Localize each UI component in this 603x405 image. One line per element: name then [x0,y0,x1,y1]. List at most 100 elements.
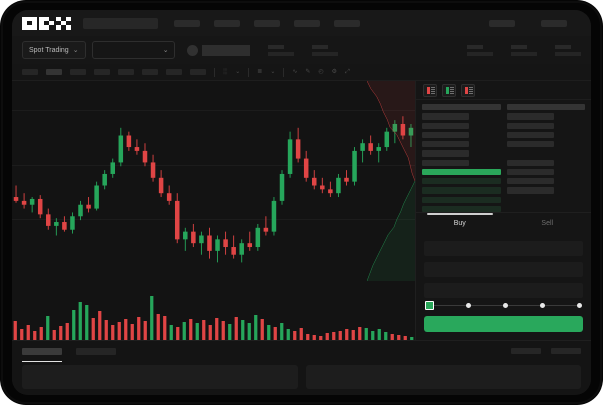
bottom-action-2[interactable] [551,348,581,354]
bottom-card-1[interactable] [22,365,298,389]
slider-stop-75[interactable] [540,302,545,308]
nav-item-4[interactable] [294,19,320,27]
market-mode-dropdown[interactable]: Spot Trading ⌄ [22,41,86,59]
orderbook-mode-buy[interactable] [442,83,456,97]
orderbook-rows[interactable] [416,100,591,212]
app-screen: Spot Trading ⌄ ⌄ [12,10,591,395]
chevron-down-icon[interactable]: ⌄ [235,69,241,75]
orderbook-row[interactable] [422,168,501,175]
interval-7[interactable] [166,69,182,75]
orderbook-row[interactable] [506,187,554,194]
orderbook-row[interactable] [507,150,586,156]
order-form [416,235,591,298]
stat-24h-change [267,44,294,56]
nav-item-3[interactable] [254,19,280,27]
bottom-card-2[interactable] [305,365,581,389]
stat-24h-volume [511,44,537,56]
indicators-icon[interactable]: ≣ [257,69,263,75]
pair-selector[interactable]: ⌄ [91,41,175,59]
volume-svg [13,296,414,340]
nav-right-actions [489,19,581,27]
orderbook-row[interactable] [507,197,586,203]
total-field[interactable] [424,283,583,298]
orderbook-row[interactable] [506,159,554,166]
chart-toolbar: ░ ⌄ ≣ ⌄ ∿ ✎ ◴ ⚙ ⤢ [12,64,591,81]
stat-24h-turnover [555,44,581,56]
amount-field[interactable] [424,262,583,277]
candles-svg [13,116,414,263]
interval-1[interactable] [22,69,38,75]
interval-4[interactable] [94,69,110,75]
toolbar-divider-3 [283,67,285,77]
orderbook-row[interactable] [506,113,554,120]
orderbook-row[interactable] [422,196,501,203]
orderbook-row[interactable] [506,141,554,148]
orderbook-row[interactable] [506,122,554,129]
chevron-down-icon: ⌄ [162,46,169,54]
candles-icon[interactable]: ░ [223,69,228,75]
orderbook-row[interactable] [422,150,470,157]
orderbook-row[interactable] [422,122,470,129]
orderbook-mode-both[interactable] [423,83,437,97]
toolbar-divider [214,67,215,77]
candlestick-chart[interactable] [12,81,415,290]
camera-icon[interactable]: ◴ [318,69,324,75]
stat-24h-high [311,44,338,56]
tab-open-orders[interactable] [22,347,62,362]
slider-stop-25[interactable] [466,302,471,308]
orderbook-row[interactable] [422,131,470,138]
settings-icon[interactable]: ⚙ [331,69,338,75]
orderbook-mode-sell[interactable] [461,83,475,97]
orderbook-row[interactable] [506,104,585,111]
chart-area [12,81,415,340]
last-price [201,44,250,56]
submit-buy-button[interactable] [424,316,583,332]
nav-item-2[interactable] [214,19,240,27]
okx-logo[interactable] [22,16,71,30]
tab-buy[interactable]: Buy [416,213,504,235]
orderbook-row[interactable] [506,168,554,175]
interval-8[interactable] [190,69,206,75]
orderbook-row[interactable] [422,113,470,120]
pencil-icon[interactable]: ✎ [305,69,311,75]
top-navigation-bar [12,10,591,36]
orderbook-row[interactable] [422,187,501,194]
interval-3[interactable] [70,69,86,75]
interval-6[interactable] [142,69,158,75]
nav-item-1[interactable] [174,19,200,27]
orders-tabs [12,341,591,362]
fullscreen-icon[interactable]: ⤢ [345,69,350,75]
search-input[interactable] [83,17,158,29]
buy-sell-tabs: Buy Sell [416,212,591,235]
amount-slider[interactable] [416,298,591,312]
tab-order-history[interactable] [76,347,116,355]
nav-action-1[interactable] [489,19,515,27]
orderbook-row[interactable] [506,178,554,185]
orderbook-row[interactable] [422,159,470,166]
orderbook-row[interactable] [422,178,501,185]
volume-chart [12,290,415,340]
bottom-action-1[interactable] [511,348,541,354]
slider-stop-50[interactable] [503,302,508,308]
chevron-down-icon-2[interactable]: ⌄ [270,69,276,75]
orderbook-row[interactable] [422,104,501,111]
orders-panel [12,340,591,395]
stat-24h-low [467,44,493,56]
tab-sell[interactable]: Sell [541,220,554,227]
interval-5[interactable] [118,69,134,75]
price-field[interactable] [424,241,583,256]
orderbook-row[interactable] [422,141,470,148]
orderbook-row[interactable] [506,131,554,138]
orders-cards [12,361,591,395]
nav-action-2[interactable] [541,19,567,27]
interval-2[interactable] [46,69,62,75]
coin-avatar [186,44,198,56]
nav-item-5[interactable] [334,19,360,27]
orderbook-right-column [506,104,586,212]
orderbook-row[interactable] [422,205,501,212]
stats-right-group [449,44,581,56]
slider-handle[interactable] [425,300,434,310]
slider-stop-100[interactable] [577,302,582,308]
line-tool-icon[interactable]: ∿ [292,69,298,75]
